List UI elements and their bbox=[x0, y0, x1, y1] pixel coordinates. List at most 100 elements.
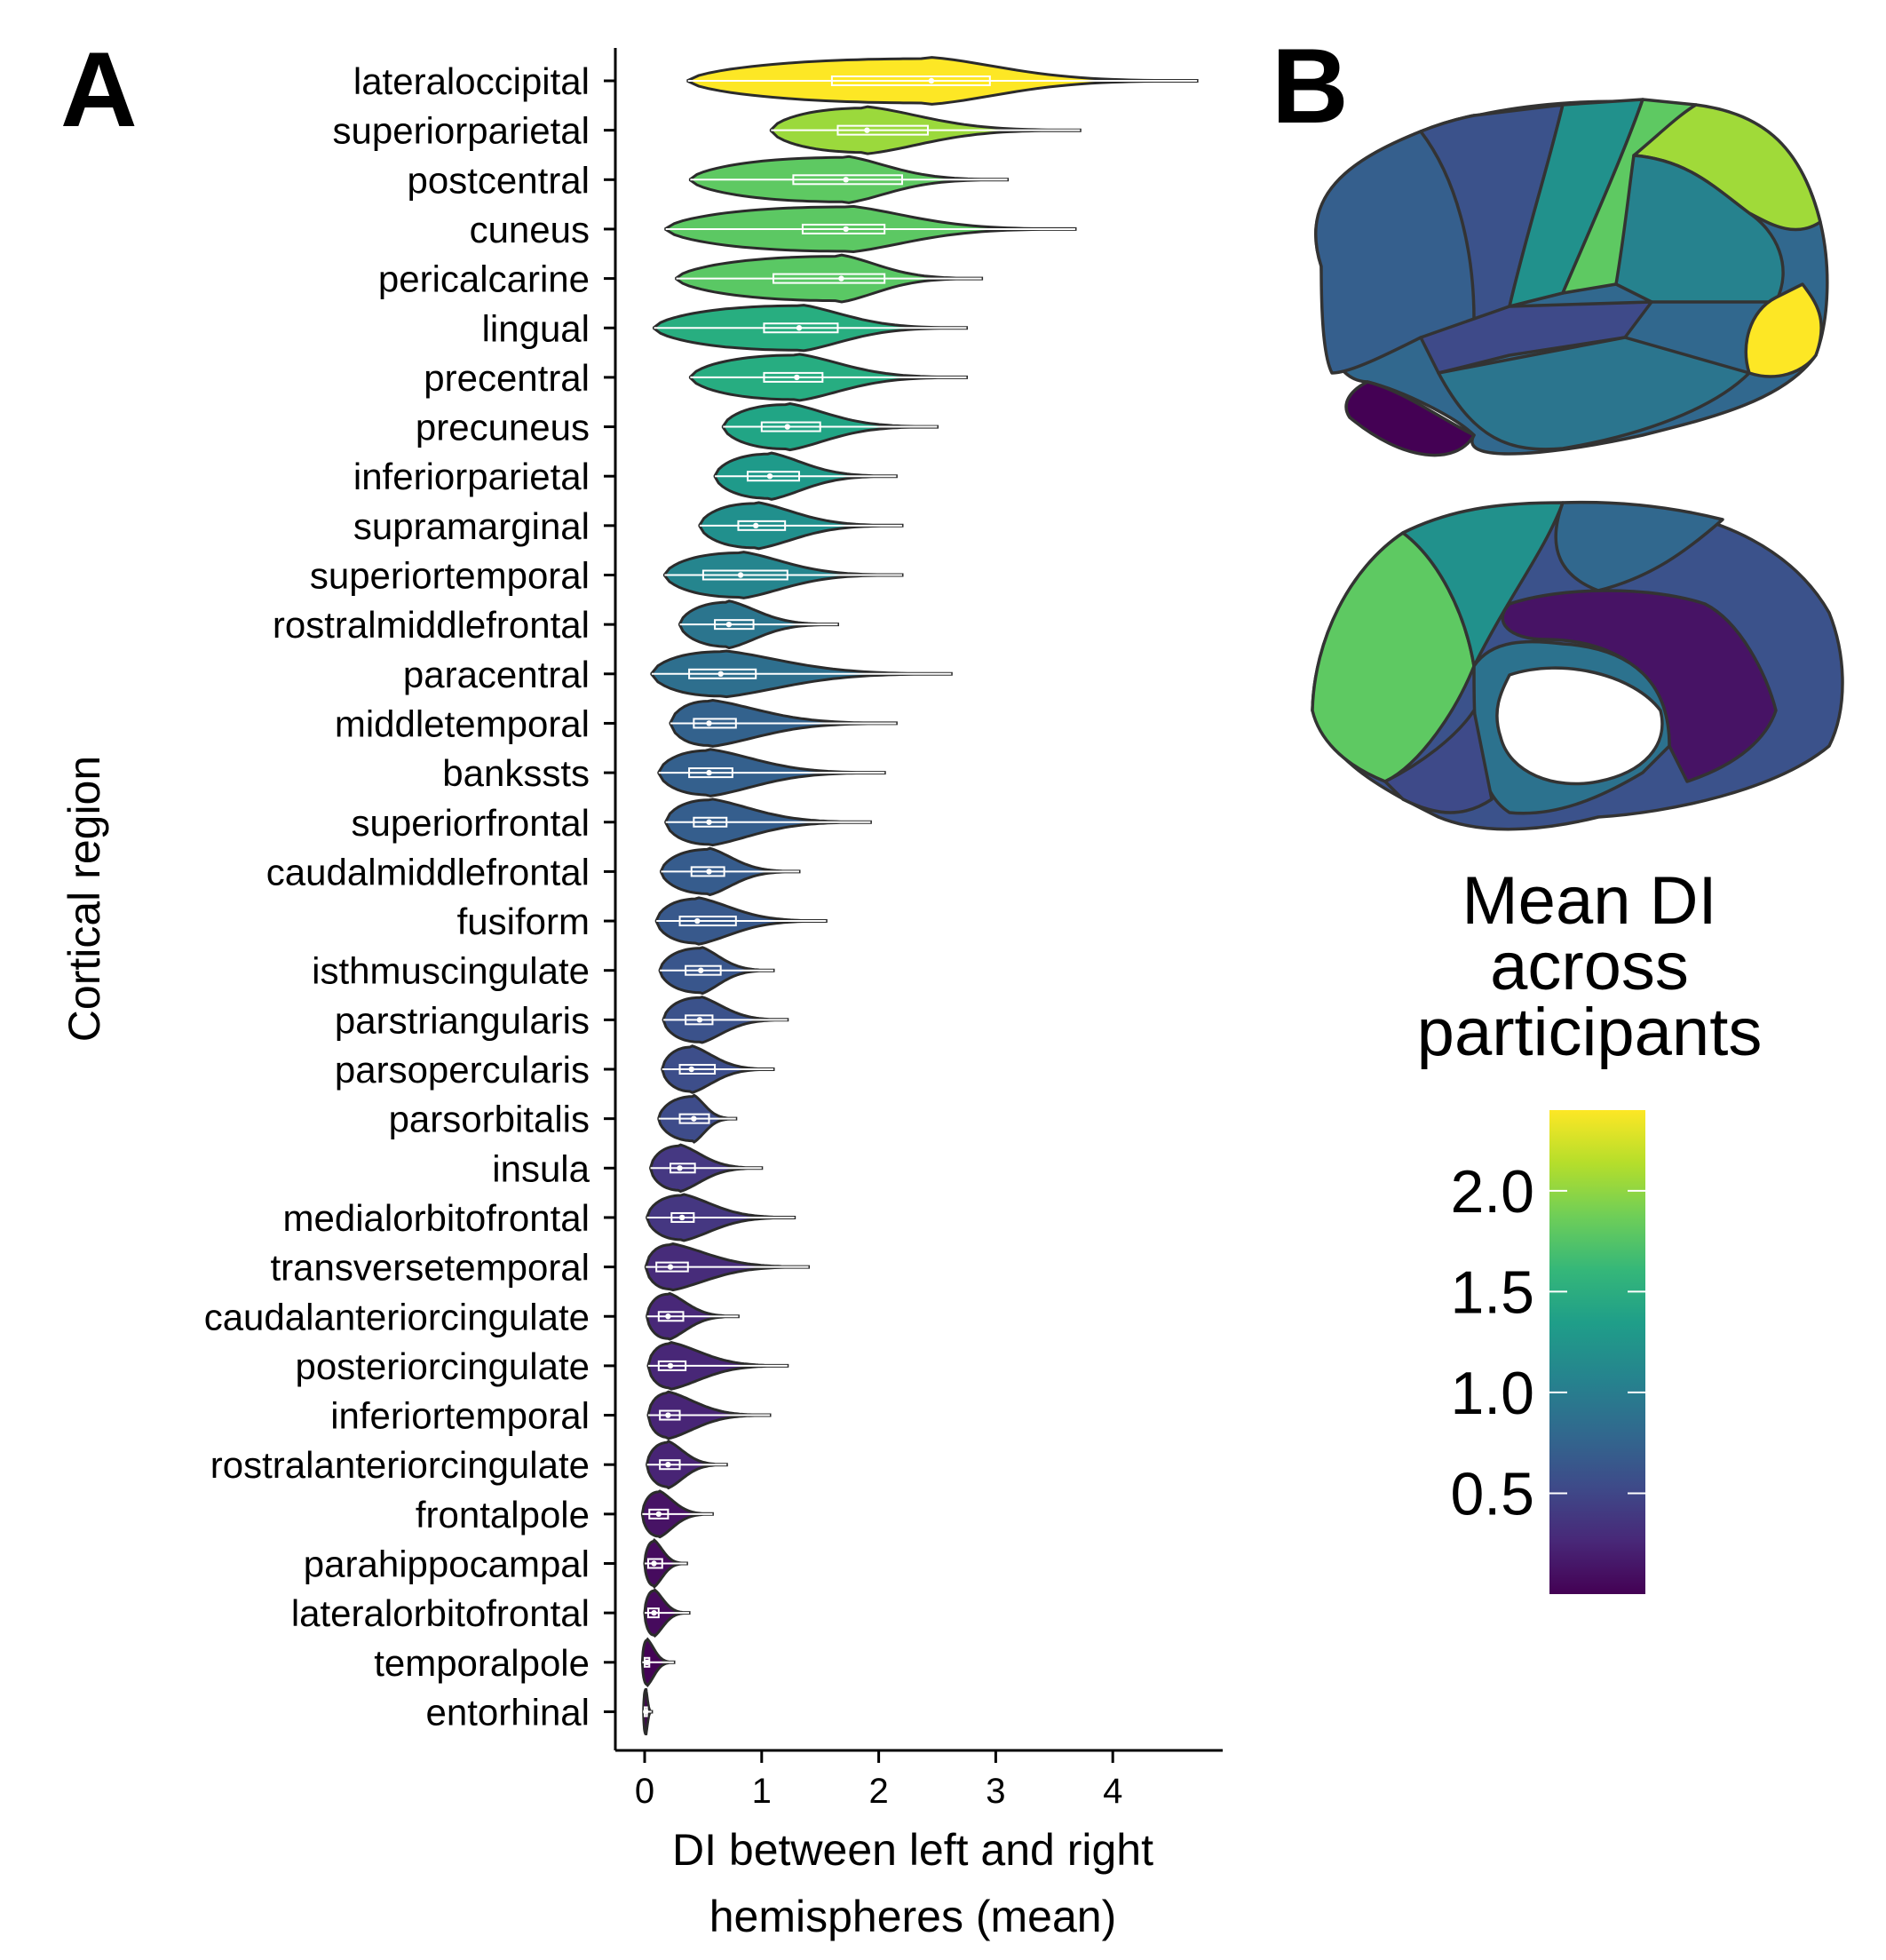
y-tick-label-supramarginal: supramarginal bbox=[353, 505, 590, 547]
y-tick-label-parsopercularis: parsopercularis bbox=[335, 1049, 590, 1091]
violin-posteriorcingulate bbox=[646, 1341, 789, 1391]
iqr-box-superiorparietal bbox=[836, 124, 929, 136]
y-axis-title: Cortical region bbox=[59, 756, 109, 1042]
y-tick-label-caudalanteriorcingulate: caudalanteriorcingulate bbox=[204, 1296, 590, 1337]
y-tick-label-posteriorcingulate: posteriorcingulate bbox=[295, 1345, 590, 1387]
median-dot-postcentral bbox=[843, 177, 849, 183]
y-tick-label-cuneus: cuneus bbox=[470, 209, 590, 250]
violin-insula bbox=[649, 1143, 764, 1194]
median-dot-posteriorcingulate bbox=[667, 1362, 674, 1369]
colorbar-title-line2: across bbox=[1490, 929, 1689, 1004]
y-tick-label-parahippocampal: parahippocampal bbox=[304, 1543, 590, 1585]
violin-plot bbox=[640, 56, 1199, 1736]
median-dot-temporalpole bbox=[644, 1659, 650, 1666]
iqr-box-inferiorparietal bbox=[746, 471, 800, 482]
median-dot-fusiform bbox=[694, 917, 701, 924]
violin-cuneus bbox=[664, 204, 1077, 254]
y-tick-label-temporalpole: temporalpole bbox=[374, 1642, 590, 1684]
iqr-box-rostralanteriorcingulate bbox=[659, 1459, 681, 1471]
y-tick-label-paracentral: paracentral bbox=[403, 654, 590, 695]
median-dot-rostralanteriorcingulate bbox=[665, 1462, 671, 1468]
y-tick-label-superiorfrontal: superiorfrontal bbox=[352, 802, 590, 844]
iqr-box-lingual bbox=[763, 322, 839, 334]
median-dot-superiorfrontal bbox=[706, 819, 712, 825]
violin-paracentral bbox=[650, 649, 953, 699]
colorbar-tick-label-1: 1.5 bbox=[1450, 1258, 1534, 1326]
iqr-box-frontalpole bbox=[648, 1508, 670, 1520]
colorbar-gradient bbox=[1549, 1110, 1645, 1594]
iqr-box-medialorbitofrontal bbox=[670, 1211, 695, 1223]
y-tick-label-medialorbitofrontal: medialorbitofrontal bbox=[282, 1197, 590, 1239]
iqr-box-precuneus bbox=[760, 421, 821, 432]
median-dot-superiortemporal bbox=[737, 572, 744, 578]
violin-superiorfrontal bbox=[664, 797, 872, 847]
colorbar-tick-label-3: 0.5 bbox=[1450, 1460, 1534, 1528]
median-dot-cuneus bbox=[843, 226, 849, 233]
violin-precentral bbox=[688, 353, 968, 402]
x-tick-label-2: 2 bbox=[868, 1772, 888, 1811]
panel-b-letter: B bbox=[1272, 27, 1349, 146]
x-axis-title-line2: hemispheres (mean) bbox=[709, 1892, 1117, 1941]
median-dot-lateralorbitofrontal bbox=[651, 1609, 657, 1616]
y-tick-label-entorhinal: entorhinal bbox=[426, 1691, 590, 1733]
violin-lateraloccipital bbox=[686, 56, 1199, 106]
median-dot-rostralmiddlefrontal bbox=[725, 621, 733, 628]
median-dot-medialorbitofrontal bbox=[678, 1214, 685, 1221]
median-dot-entorhinal bbox=[643, 1709, 649, 1715]
iqr-box-pericalcarine bbox=[772, 273, 886, 284]
violin-frontalpole bbox=[640, 1489, 714, 1539]
violin-inferiortemporal bbox=[646, 1390, 772, 1440]
violin-precuneus bbox=[721, 401, 939, 452]
iqr-box-paracentral bbox=[688, 668, 757, 679]
violin-middletemporal bbox=[669, 698, 898, 748]
violin-isthmuscingulate bbox=[658, 946, 775, 996]
violin-caudalanteriorcingulate bbox=[646, 1291, 740, 1341]
x-tick-label-0: 0 bbox=[635, 1772, 654, 1811]
iqr-box-caudalanteriorcingulate bbox=[657, 1311, 685, 1322]
region-labels: lateraloccipital superiorparietal postcent… bbox=[204, 60, 615, 1733]
y-tick-label-frontalpole: frontalpole bbox=[416, 1494, 590, 1535]
violin-fusiform bbox=[654, 896, 828, 946]
median-dot-bankssts bbox=[706, 769, 712, 776]
y-tick-label-lingual: lingual bbox=[482, 307, 590, 349]
y-tick-label-pericalcarine: pericalcarine bbox=[378, 258, 590, 300]
violin-rostralmiddlefrontal bbox=[678, 599, 839, 650]
median-dot-lingual bbox=[796, 325, 803, 331]
y-tick-label-isthmuscingulate: isthmuscingulate bbox=[312, 950, 590, 992]
colorbar-title-line1: Mean DI bbox=[1462, 863, 1716, 939]
median-dot-inferiortemporal bbox=[665, 1412, 671, 1418]
median-dot-parsorbitalis bbox=[691, 1115, 697, 1122]
x-tick-label-4: 4 bbox=[1103, 1772, 1122, 1811]
median-dot-caudalmiddlefrontal bbox=[706, 869, 712, 875]
iqr-box-supramarginal bbox=[737, 520, 787, 531]
violin-parsopercularis bbox=[661, 1044, 775, 1094]
median-dot-transversetemporal bbox=[667, 1264, 674, 1270]
y-tick-label-parstriangularis: parstriangularis bbox=[335, 999, 590, 1041]
y-tick-label-middletemporal: middletemporal bbox=[335, 702, 590, 744]
iqr-box-precentral bbox=[763, 371, 824, 383]
iqr-box-caudalmiddlefrontal bbox=[690, 866, 725, 877]
y-tick-label-inferiorparietal: inferiorparietal bbox=[353, 456, 590, 497]
violin-lingual bbox=[653, 304, 968, 353]
y-tick-label-precentral: precentral bbox=[424, 357, 590, 399]
y-tick-label-transversetemporal: transversetemporal bbox=[271, 1247, 590, 1289]
median-dot-caudalanteriorcingulate bbox=[665, 1313, 671, 1320]
violin-parstriangularis bbox=[662, 996, 789, 1044]
iqr-box-fusiform bbox=[678, 916, 737, 927]
iqr-box-isthmuscingulate bbox=[685, 964, 722, 976]
y-tick-label-inferiortemporal: inferiortemporal bbox=[330, 1395, 590, 1437]
iqr-box-lateralorbitofrontal bbox=[646, 1607, 660, 1619]
violin-temporalpole bbox=[640, 1637, 676, 1688]
panel-a-letter: A bbox=[60, 30, 138, 149]
median-dot-pericalcarine bbox=[838, 275, 844, 282]
y-tick-label-fusiform: fusiform bbox=[457, 901, 590, 942]
median-dot-insula bbox=[677, 1165, 683, 1171]
iqr-box-postcentral bbox=[792, 174, 903, 186]
iqr-box-middletemporal bbox=[693, 718, 737, 729]
iqr-box-parahippocampal bbox=[646, 1558, 663, 1569]
colorbar-tick-label-0: 2.0 bbox=[1450, 1158, 1534, 1226]
median-dot-frontalpole bbox=[655, 1511, 662, 1518]
y-tick-label-lateraloccipital: lateraloccipital bbox=[353, 60, 590, 102]
median-dot-precuneus bbox=[784, 424, 790, 430]
x-tick-label-1: 1 bbox=[752, 1772, 772, 1811]
